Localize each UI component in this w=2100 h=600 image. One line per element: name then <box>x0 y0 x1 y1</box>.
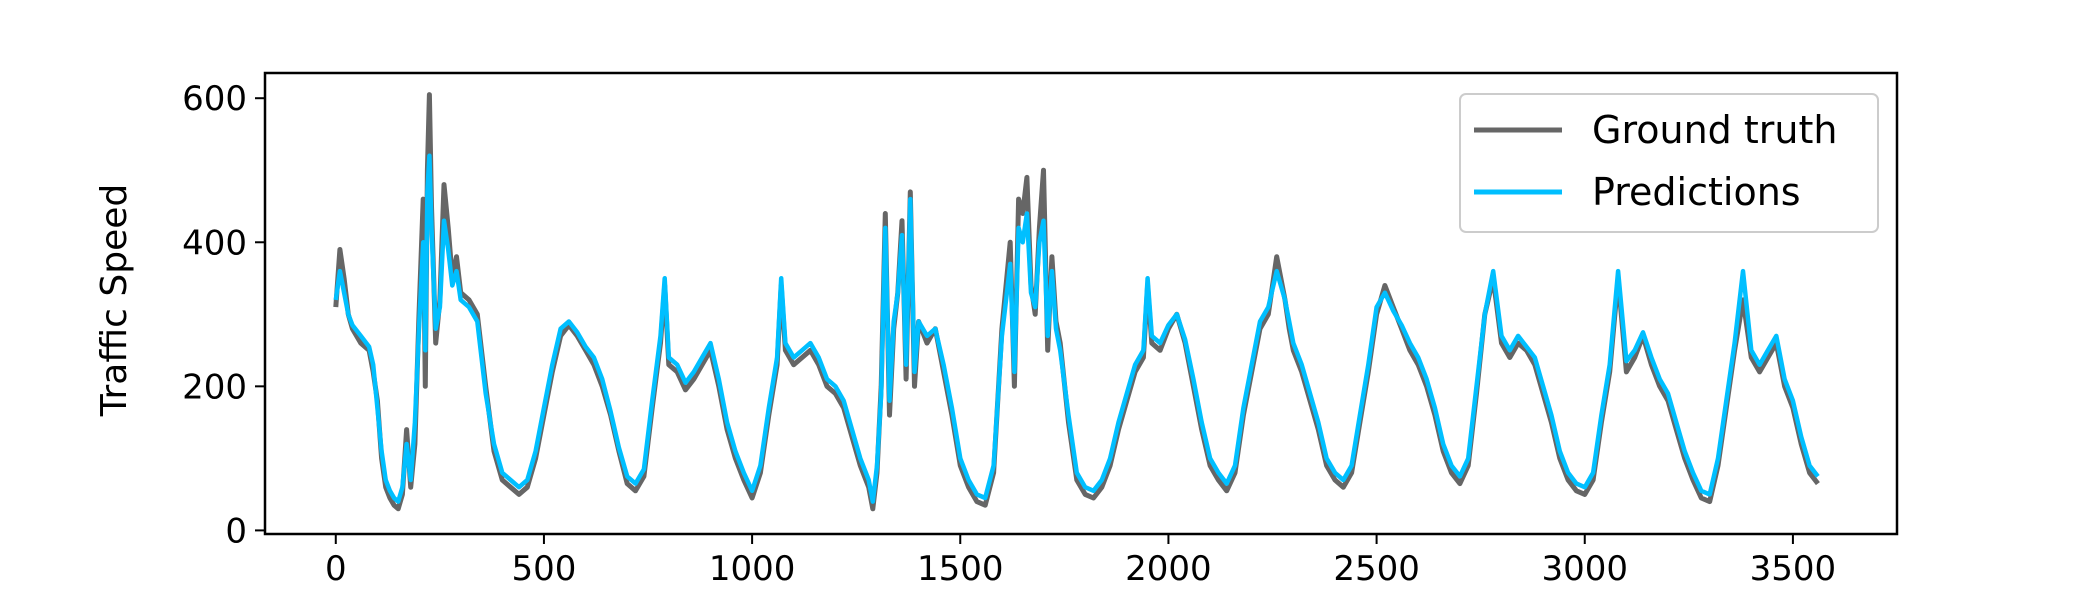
legend-label: Predictions <box>1592 170 1801 214</box>
y-tick-label: 400 <box>182 223 247 263</box>
y-tick-label: 600 <box>182 79 247 119</box>
x-tick-label: 3500 <box>1750 549 1837 589</box>
x-tick-label: 2500 <box>1333 549 1420 589</box>
x-tick-label: 1000 <box>709 549 796 589</box>
axis-layer: 0 500 1000 1500 2000 2500 3000 3500 0 200 400 600 <box>182 71 1899 589</box>
x-tick-label: 500 <box>511 549 576 589</box>
legend: Ground truth Predictions <box>1459 93 1879 233</box>
x-tick-label: 2000 <box>1125 549 1212 589</box>
legend-label: Ground truth <box>1592 108 1837 152</box>
x-tick-label: 3000 <box>1541 549 1628 589</box>
series-layer <box>333 92 1820 512</box>
x-tick-label: 0 <box>325 549 347 589</box>
plot-frame <box>263 71 1899 536</box>
legend-box <box>1459 93 1879 233</box>
y-tick-label: 200 <box>182 367 247 407</box>
y-axis-title: Traffic Speed <box>94 184 135 417</box>
series-line-predictions <box>333 153 1820 504</box>
x-tick-label: 1500 <box>917 549 1004 589</box>
y-tick-label: 0 <box>225 511 247 551</box>
